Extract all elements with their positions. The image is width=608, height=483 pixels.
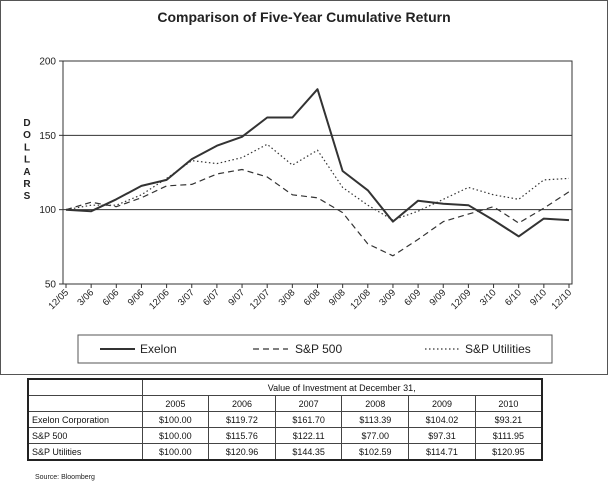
x-tick-label: 6/07: [201, 287, 222, 308]
table-cell: $114.71: [408, 443, 476, 461]
year-header: 2009: [408, 395, 476, 412]
y-tick-label: 100: [39, 205, 56, 216]
x-tick-label: 12/08: [348, 287, 373, 312]
table-corner-cell: [27, 395, 143, 412]
table-row: S&P 500 $100.00 $115.76 $122.11 $77.00 $…: [27, 427, 543, 444]
x-axis-ticks: 12/05 3/06 6/06 9/06 12/06 3/07 6/07 9/07 12/07 3…: [47, 284, 575, 312]
y-axis-label-letter: L: [24, 142, 30, 153]
x-tick-label: 6/09: [402, 287, 423, 308]
table-row: Exelon Corporation $100.00 $119.72 $161.…: [27, 411, 543, 428]
y-tick-label: 200: [39, 57, 56, 68]
x-tick-label: 6/06: [101, 287, 122, 308]
x-tick-label: 6/10: [503, 287, 524, 308]
legend: Exelon S&P 500 S&P Utilities: [77, 334, 553, 364]
row-label: Exelon Corporation: [27, 411, 143, 428]
series-line-exelon: [65, 88, 570, 238]
y-axis-label-letter: L: [24, 155, 30, 166]
line-chart: Comparison of Five-Year Cumulative Retur…: [23, 9, 575, 364]
table-row: S&P Utilities $100.00 $120.96 $144.35 $1…: [27, 443, 543, 461]
table-cell: $161.70: [274, 411, 343, 428]
year-header: 2007: [274, 395, 343, 412]
table-cell: $144.35: [274, 443, 343, 461]
table-cell: $102.59: [341, 443, 410, 461]
x-tick-label: 9/07: [226, 287, 247, 308]
investment-table-wrap: Value of Investment at December 31, 2005…: [27, 378, 543, 461]
table-cell: $122.11: [274, 427, 343, 444]
investment-value-table: Value of Investment at December 31, 2005…: [27, 378, 543, 461]
table-cell: $119.72: [208, 411, 276, 428]
table-cell: $120.96: [208, 443, 276, 461]
chart-title: Comparison of Five-Year Cumulative Retur…: [157, 9, 450, 25]
table-cell: $104.02: [408, 411, 476, 428]
table-caption: Value of Investment at December 31,: [141, 378, 543, 396]
year-header: 2010: [474, 395, 543, 412]
series-lines: [65, 88, 570, 257]
row-label: S&P Utilities: [27, 443, 143, 461]
table-cell: $113.39: [341, 411, 410, 428]
y-axis-label-letter: R: [23, 179, 31, 190]
x-tick-label: 3/08: [277, 287, 298, 308]
x-tick-label: 9/06: [126, 287, 147, 308]
y-axis-label-letter: O: [23, 130, 31, 141]
x-tick-label: 9/10: [528, 287, 549, 308]
table-cell: $111.95: [474, 427, 543, 444]
table-cell: $100.00: [141, 427, 210, 444]
legend-box: [77, 334, 553, 364]
table-cell: $93.21: [474, 411, 543, 428]
x-tick-label: 3/09: [377, 287, 398, 308]
table-year-row: 2005 2006 2007 2008 2009 2010: [27, 395, 543, 412]
table-corner-cell: [27, 378, 143, 396]
source-note: Source: Bloomberg: [35, 474, 95, 481]
x-tick-label: 12/10: [550, 287, 575, 312]
table-cell: $120.95: [474, 443, 543, 461]
table-cell: $77.00: [341, 427, 410, 444]
x-tick-label: 3/06: [75, 287, 96, 308]
y-axis-label-letter: D: [23, 118, 30, 129]
plot-area-border: [62, 60, 573, 285]
legend-label: S&P Utilities: [465, 342, 531, 356]
y-tick-label: 50: [45, 280, 57, 291]
year-header: 2005: [141, 395, 210, 412]
x-tick-label: 3/10: [478, 287, 499, 308]
x-tick-label: 6/08: [302, 287, 323, 308]
year-header: 2006: [208, 395, 276, 412]
table-caption-row: Value of Investment at December 31,: [27, 378, 543, 396]
y-axis-label-letter: S: [24, 191, 31, 202]
table-cell: $115.76: [208, 427, 276, 444]
table-cell: $100.00: [141, 443, 210, 461]
table-cell: $97.31: [408, 427, 476, 444]
series-line-s-p-500: [65, 168, 570, 257]
table-cell: $100.00: [141, 411, 210, 428]
x-tick-label: 12/07: [248, 287, 273, 312]
x-tick-label: 12/09: [449, 287, 474, 312]
year-header: 2008: [341, 395, 410, 412]
x-tick-label: 12/06: [147, 287, 172, 312]
x-tick-label: 9/08: [327, 287, 348, 308]
gridlines: [63, 134, 572, 211]
x-tick-label: 12/05: [47, 287, 72, 312]
x-tick-label: 3/07: [176, 287, 197, 308]
legend-label: Exelon: [140, 342, 177, 356]
y-axis-ticks: 50 100 150 200: [39, 57, 63, 291]
row-label: S&P 500: [27, 427, 143, 444]
legend-label: S&P 500: [295, 342, 342, 356]
y-axis-label-letter: A: [23, 167, 30, 178]
y-tick-label: 150: [39, 131, 56, 142]
x-tick-label: 9/09: [428, 287, 449, 308]
series-line-s-p-utilities: [65, 143, 570, 221]
